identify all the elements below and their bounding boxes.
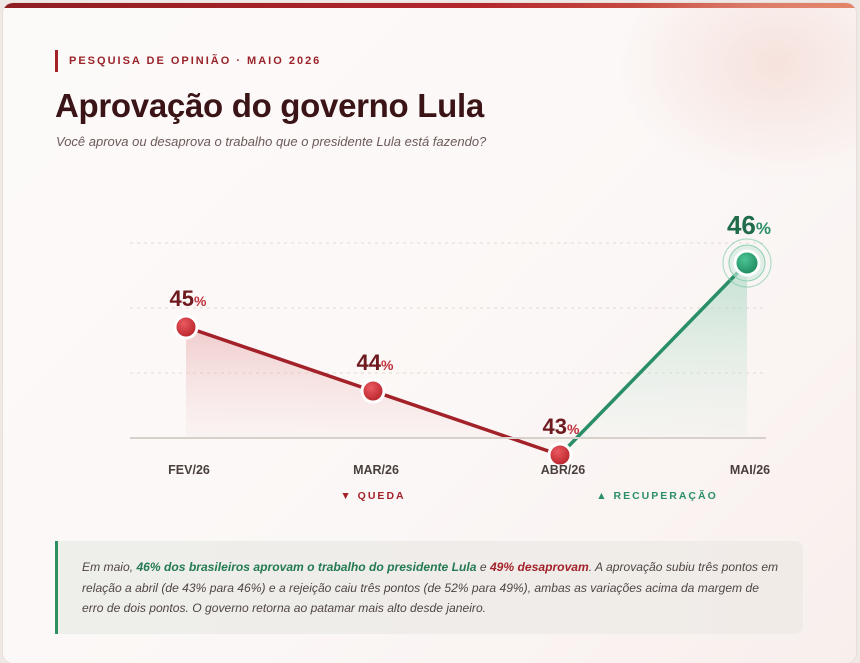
note-text-1: Em maio, — [82, 560, 137, 574]
value-number: 45 — [170, 286, 194, 311]
tick-label: ABR/26 — [541, 463, 586, 477]
value-label: 45% — [170, 286, 207, 311]
note-highlight-disapprove: 49% desaprovam — [489, 560, 589, 574]
value-unit: % — [194, 293, 207, 309]
point-halo-outer — [722, 238, 772, 288]
accent-bar — [3, 3, 856, 8]
recovery-segment-label: ▲ RECUPERAÇÃO — [596, 489, 718, 502]
note-text-2: e — [476, 560, 490, 574]
poll-card: PESQUISA DE OPINIÃO · MAIO 2026 Aprovaçã… — [3, 3, 856, 663]
recovery-line — [558, 261, 749, 457]
data-point-fev — [173, 314, 199, 340]
tick-label: MAR/26 — [353, 463, 399, 477]
kicker-label: PESQUISA DE OPINIÃO · MAIO 2026 — [55, 50, 321, 72]
value-label: 43% — [543, 414, 580, 439]
background-glow — [616, 3, 856, 183]
x-axis-ticks: FEV/26 MAR/26 ABR/26 MAI/26 — [168, 463, 770, 477]
area-fills — [186, 263, 747, 455]
value-label: 44% — [357, 350, 394, 375]
value-number: 44 — [357, 350, 382, 375]
data-point-mar — [360, 378, 386, 404]
decline-segment-label: ▼ QUEDA — [340, 490, 405, 502]
poll-question: Você aprova ou desaprova o trabalho que … — [56, 134, 487, 149]
note-highlight-approve: 46% dos brasileiros aprovam o trabalho d… — [136, 560, 477, 574]
approval-line-chart: 45%44%43%46% FEV/26 MAR/26 ABR/26 MAI/26 ▼ … — [130, 210, 772, 502]
value-unit: % — [381, 357, 394, 373]
value-label: 46% — [727, 210, 771, 240]
value-unit: % — [756, 219, 771, 238]
note-text-3: . A aprovação subiu três pontos em relaç… — [82, 560, 779, 615]
tick-label: MAI/26 — [730, 463, 770, 477]
data-labels: 45%44%43%46% — [170, 210, 771, 439]
value-number: 46 — [727, 210, 756, 240]
page-title: Aprovação do governo Lula — [55, 87, 484, 124]
data-point-mai — [733, 249, 761, 277]
value-unit: % — [567, 421, 580, 437]
data-points — [173, 238, 772, 468]
value-number: 43 — [543, 414, 567, 439]
data-point-abr — [547, 442, 573, 468]
summary-note: Em maio, 46% dos brasileiros aprovam o t… — [55, 541, 803, 634]
tick-label: FEV/26 — [168, 463, 210, 477]
